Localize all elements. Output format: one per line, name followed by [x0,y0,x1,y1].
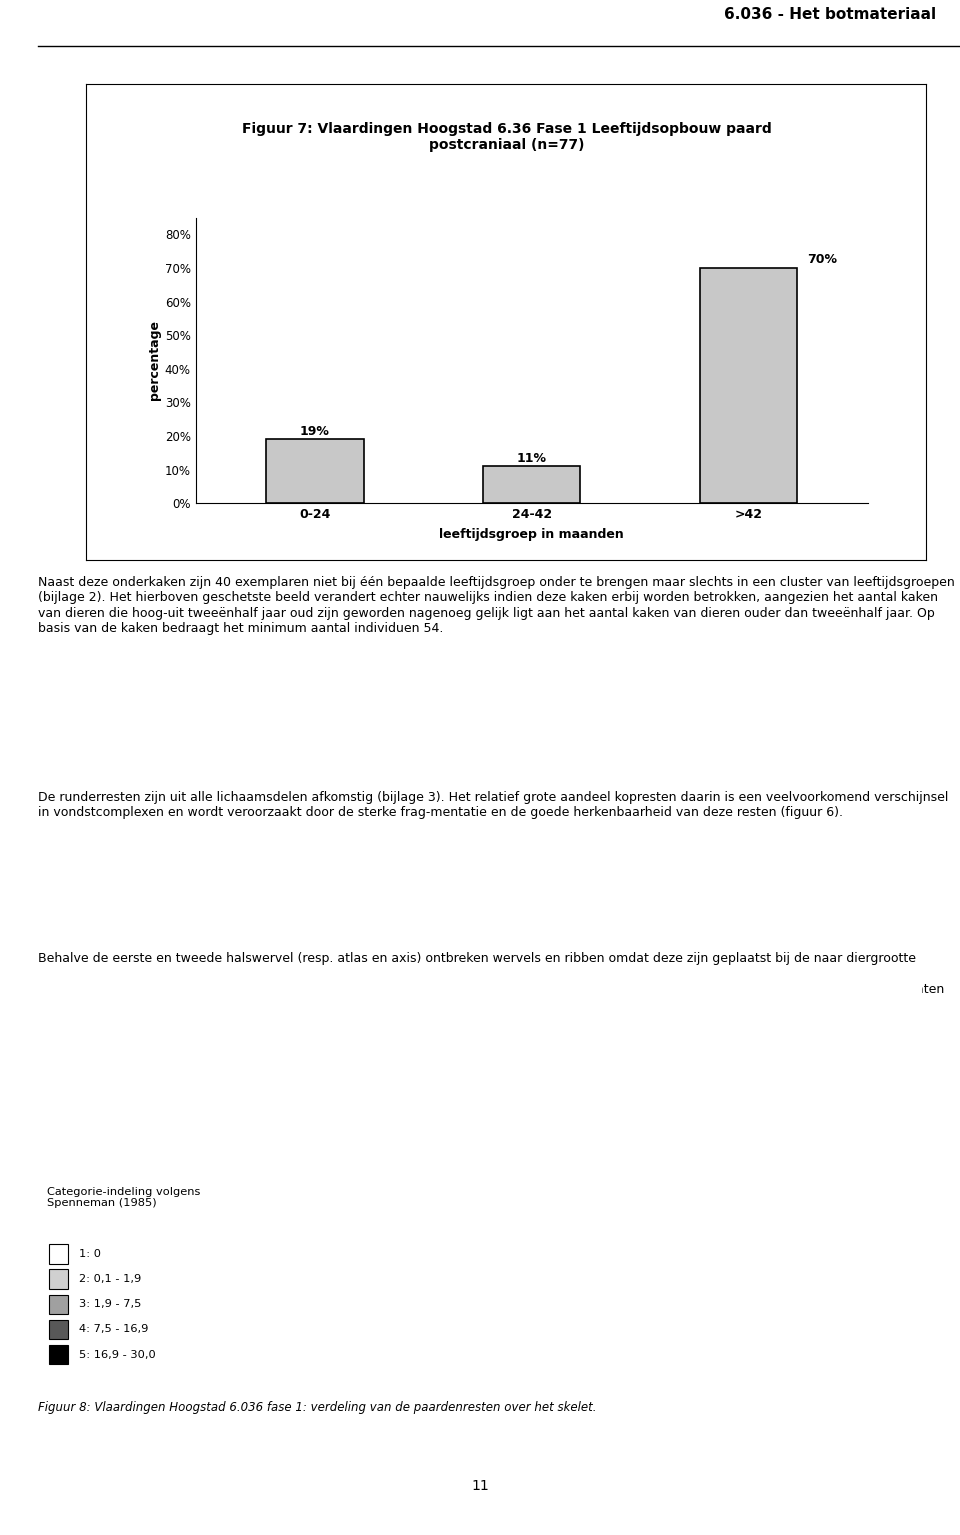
Bar [49,1243,68,1263]
Text: 11: 11 [471,1478,489,1494]
Text: Naast deze onderkaken zijn 40 exemplaren niet bij één bepaalde leeftijdsgroep on: Naast deze onderkaken zijn 40 exemplaren… [38,576,955,635]
Text: 5: 16,9 - 30,0: 5: 16,9 - 30,0 [79,1349,156,1360]
Text: 1: 0: 1: 0 [79,1249,101,1259]
Bar [49,1294,68,1314]
Bar [49,1320,68,1339]
Bar [483,467,581,503]
Text: 19%: 19% [300,425,330,437]
Y-axis label: percentage: percentage [148,321,160,401]
Bar [700,269,797,503]
Text: Categorie-indeling volgens
Spenneman (1985): Categorie-indeling volgens Spenneman (19… [47,1187,201,1208]
Text: De runderresten zijn uit alle lichaamsdelen afkomstig (bijlage 3). Het relatief : De runderresten zijn uit alle lichaamsde… [38,791,948,820]
Bar [266,439,364,503]
Text: 6.036 - Het botmateriaal: 6.036 - Het botmateriaal [724,8,936,21]
Text: 70%: 70% [807,253,837,267]
Text: Figuur 7: Vlaardingen Hoogstad 6.36 Fase 1 Leeftijdsopbouw paard
postcraniaal (n: Figuur 7: Vlaardingen Hoogstad 6.36 Fase… [242,121,771,152]
Bar [49,1269,68,1289]
X-axis label: leeftijdsgroep in maanden: leeftijdsgroep in maanden [440,528,624,540]
Text: Figuur 8: Vlaardingen Hoogstad 6.036 fase 1: verdeling van de paardenresten over: Figuur 8: Vlaardingen Hoogstad 6.036 fas… [38,1401,597,1414]
Text: 3: 1,9 - 7,5: 3: 1,9 - 7,5 [79,1299,141,1309]
Text: Behalve de eerste en tweede halswervel (resp. atlas en axis) ontbreken wervels e: Behalve de eerste en tweede halswervel (… [38,952,945,1012]
Bar [49,1345,68,1365]
Text: 2: 0,1 - 1,9: 2: 0,1 - 1,9 [79,1274,141,1285]
Text: 4: 7,5 - 16,9: 4: 7,5 - 16,9 [79,1325,149,1334]
Text: 11%: 11% [516,451,546,465]
